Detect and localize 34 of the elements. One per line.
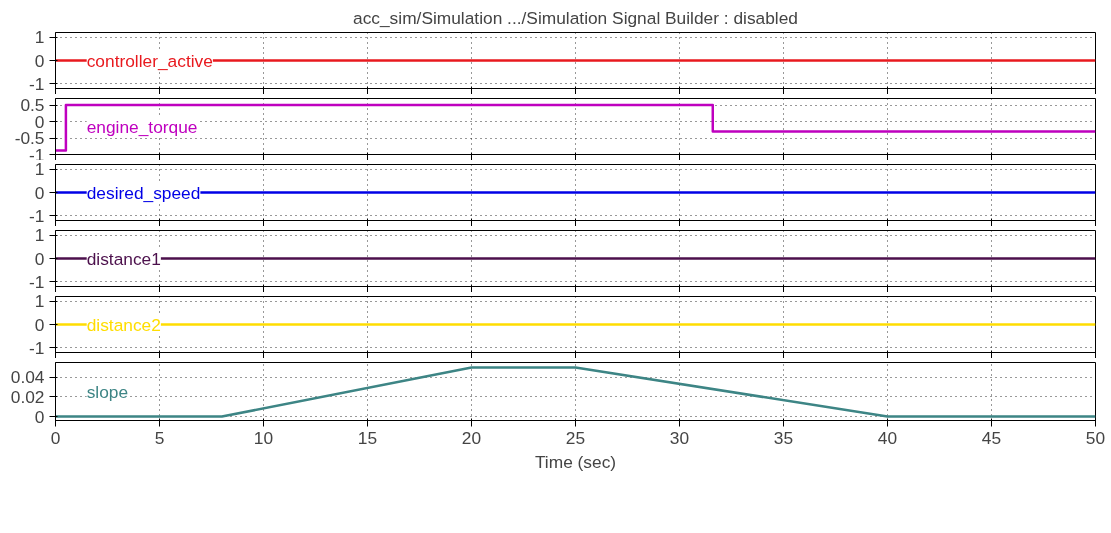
y-tick-label: 1 [34, 225, 45, 246]
y-tick-label: 0.04 [10, 367, 45, 388]
series-label: controller_active [86, 50, 213, 71]
x-tick-label: 45 [981, 427, 1002, 448]
series-label: distance2 [86, 314, 161, 335]
y-tick-label: 1 [34, 291, 45, 312]
y-tick-label: 0.02 [10, 386, 45, 407]
y-tick-label: 0 [34, 50, 45, 71]
y-tick-label: 0 [34, 406, 45, 427]
x-tick-label: 40 [877, 427, 898, 448]
y-tick-label: 0 [34, 314, 45, 335]
y-tick-label: 0 [34, 248, 45, 269]
y-tick-label: -1 [29, 205, 45, 226]
x-tick-label: 30 [669, 427, 690, 448]
y-tick-label: 1 [34, 159, 45, 180]
y-tick-label: 1 [34, 27, 45, 48]
x-tick-label: 10 [253, 427, 274, 448]
chart-title: acc_sim/Simulation .../Simulation Signal Builder : disabled [353, 7, 798, 28]
series-label: slope [86, 381, 129, 402]
x-tick-label: 20 [461, 427, 482, 448]
y-tick-label: -1 [29, 73, 45, 94]
series-label: distance1 [86, 248, 161, 269]
y-tick-label: -1 [29, 337, 45, 358]
x-tick-label: 0 [50, 427, 61, 448]
x-axis-title: Time (sec) [534, 451, 617, 472]
y-tick-label: -1 [29, 271, 45, 292]
x-tick-label: 25 [565, 427, 586, 448]
x-tick-label: 35 [773, 427, 794, 448]
series-label: engine_torque [86, 116, 198, 137]
x-tick-label: 5 [154, 427, 165, 448]
x-tick-label: 50 [1085, 427, 1106, 448]
y-tick-label: 0 [34, 182, 45, 203]
x-tick-label: 15 [357, 427, 378, 448]
series-label: desired_speed [86, 182, 201, 203]
